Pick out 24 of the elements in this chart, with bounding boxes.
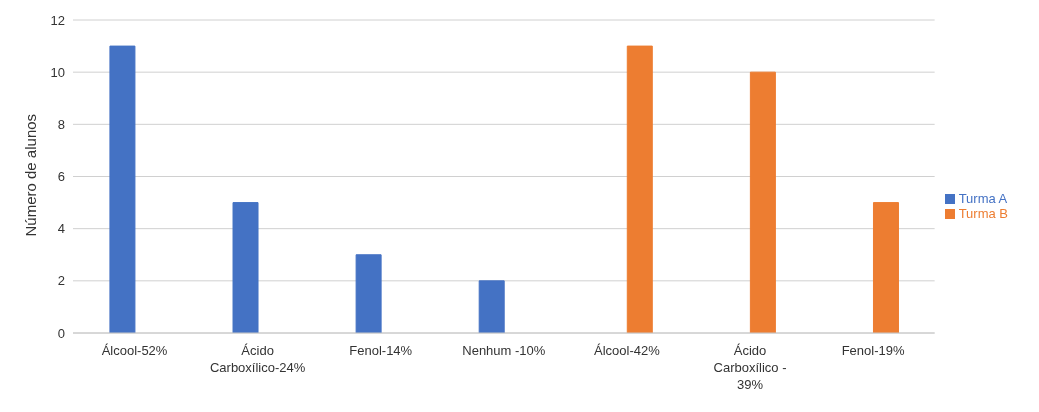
legend-label: Turma A [958, 190, 1008, 206]
y-tick-label: 6 [57, 169, 65, 185]
x-tick-label: Ácido Carboxílico - 39% [713, 343, 787, 392]
bar [626, 45, 653, 333]
bar [872, 202, 899, 333]
bar [355, 254, 382, 333]
y-tick-label: 4 [57, 221, 65, 237]
bar [232, 202, 259, 333]
y-tick-label: 10 [50, 64, 65, 80]
x-tick-label: Álcool-52% [101, 343, 168, 358]
x-tick-label: Nenhum -10% [462, 343, 546, 358]
y-tick-label: 0 [57, 325, 65, 341]
y-axis-title: Número de alunos [22, 113, 40, 237]
bar [749, 71, 776, 333]
x-tick-label: Álcool-42% [594, 343, 661, 358]
y-tick-label: 12 [50, 12, 65, 28]
bar [109, 45, 136, 333]
bar [478, 280, 505, 333]
x-tick-label: Fenol-14% [349, 343, 413, 358]
legend-label: Turma B [958, 205, 1008, 221]
x-tick-label: Fenol-19% [841, 343, 905, 358]
x-tick-label: Ácido Carboxílico-24% [209, 343, 306, 375]
y-tick-label: 8 [57, 116, 65, 132]
y-tick-label: 2 [57, 273, 65, 289]
